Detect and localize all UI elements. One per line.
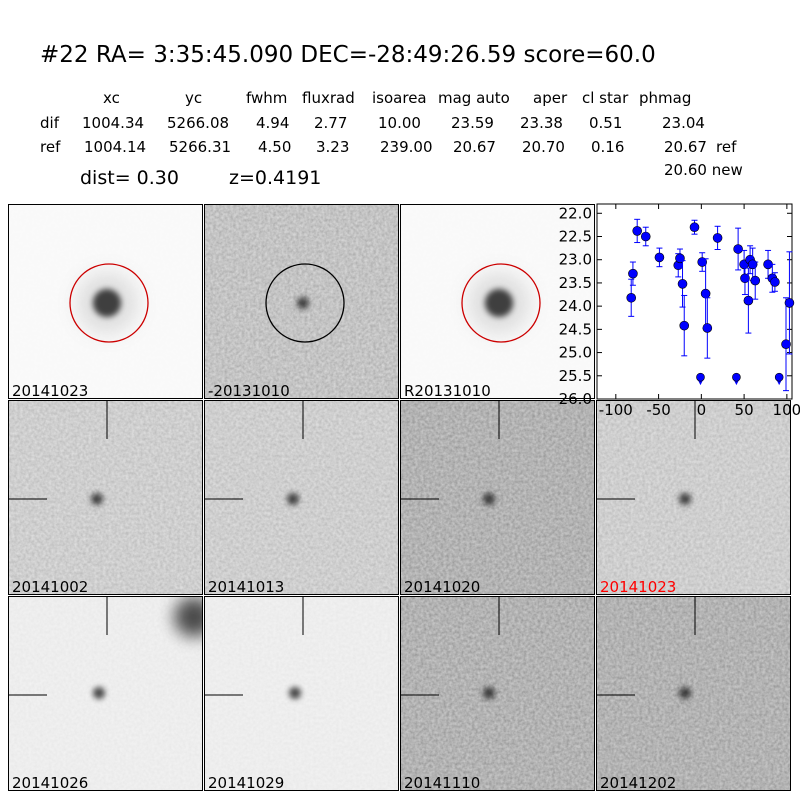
redshift-value: z=0.4191	[229, 167, 322, 189]
column-header: xc	[103, 89, 120, 107]
x-tick-label: -100	[599, 401, 633, 419]
stamp-date-label: 20141026	[12, 774, 89, 791]
y-tick-label: 25.5	[559, 367, 592, 385]
table-cell: 5266.31	[169, 138, 232, 156]
stamp-date-label: 20141020	[404, 578, 481, 595]
data-point	[628, 261, 638, 286]
y-tick-label: 23.0	[559, 251, 592, 269]
stamp-20141023[interactable]: 20141023	[596, 400, 791, 595]
column-header: fwhm	[246, 89, 288, 107]
aperture-circle	[461, 263, 541, 343]
light-curve-svg: 22.0 22.5 23.0 23.5 24.0 24.5 25.0 25.5 26.0 -100…	[559, 203, 800, 419]
y-tick-label: 26.0	[559, 390, 592, 408]
data-point	[702, 297, 713, 359]
y-tick-label: 22.5	[559, 228, 592, 246]
stamp-20141013[interactable]: 20141013	[204, 400, 399, 595]
table-cell: 4.94	[256, 114, 290, 132]
stamp-date-label: 20141013	[208, 578, 285, 595]
new-mag: 20.60 new	[664, 161, 743, 179]
stamp-20141110[interactable]: 20141110	[400, 596, 595, 791]
table-cell: 0.16	[591, 138, 625, 156]
upper-limit-marker	[774, 372, 784, 386]
stamp-R20131010[interactable]: R20131010	[400, 204, 595, 399]
column-header: yc	[185, 89, 203, 107]
table-cell: 20.70	[522, 138, 565, 156]
upper-limit-marker	[732, 372, 741, 386]
stamp-date-label: -20131010	[208, 382, 290, 399]
stamp-date-label: 20141110	[404, 774, 481, 791]
y-tick-label: 23.5	[559, 274, 592, 292]
data-point	[677, 260, 688, 308]
data-point	[632, 218, 642, 244]
table-cell: 23.59	[451, 114, 494, 132]
row-label: dif	[40, 114, 59, 132]
data-point	[689, 219, 700, 235]
column-header: fluxrad	[302, 89, 355, 107]
data-point	[750, 261, 761, 300]
data-point	[697, 252, 707, 272]
y-tick-label: 22.0	[559, 204, 592, 222]
data-point	[679, 294, 690, 357]
data-point	[740, 261, 750, 296]
stamp--20131010[interactable]: -20131010	[204, 204, 399, 399]
data-point	[784, 251, 795, 355]
page-title: #22 RA= 3:35:45.090 DEC=-28:49:26.59 sco…	[40, 42, 656, 68]
table-cell: 20.67	[453, 138, 496, 156]
table-cell: 20.67	[664, 138, 707, 156]
data-point	[626, 278, 637, 317]
table-cell: 23.04	[662, 114, 705, 132]
stamp-date-label: R20131010	[404, 382, 491, 399]
stamp-date-label: 20141202	[600, 774, 677, 791]
table-cell: 239.00	[380, 138, 433, 156]
table-cell: 1004.14	[84, 138, 147, 156]
stamp-date-label: 20141029	[208, 774, 285, 791]
table-cell: 2.77	[314, 114, 348, 132]
table-cell: 3.23	[316, 138, 350, 156]
stamp-date-label: 20141002	[12, 578, 89, 595]
y-tick-label: 25.0	[559, 344, 592, 362]
y-tick-label: 24.0	[559, 297, 592, 315]
data-point	[743, 267, 754, 334]
data-point	[733, 227, 743, 271]
column-header: phmag	[639, 89, 692, 107]
aperture-circle	[69, 263, 149, 343]
column-header: mag auto	[438, 89, 510, 107]
table-cell: 0.51	[589, 114, 623, 132]
data-point	[770, 272, 780, 292]
dist-value: dist= 0.30	[80, 167, 179, 189]
stamp-20141202[interactable]: 20141202	[596, 596, 791, 791]
data-point	[640, 226, 651, 247]
y-tick-label: 24.5	[559, 320, 592, 338]
table-cell: 4.50	[258, 138, 292, 156]
light-curve-plot: 22.0 22.5 23.0 23.5 24.0 24.5 25.0 25.5 26.0 -100…	[559, 203, 800, 419]
x-tick-label: 0	[697, 401, 707, 419]
x-tick-label: -50	[646, 401, 671, 419]
column-header: aper	[533, 89, 568, 107]
column-header: isoarea	[372, 89, 427, 107]
stamp-20141023[interactable]: 20141023	[8, 204, 203, 399]
stamp-20141020[interactable]: 20141020	[400, 400, 595, 595]
stamp-date-label: 20141023	[600, 578, 677, 595]
stamp-20141029[interactable]: 20141029	[204, 596, 399, 791]
table-cell: 1004.34	[82, 114, 145, 132]
table-cell: 5266.08	[167, 114, 230, 132]
table-cell: 10.00	[378, 114, 421, 132]
data-point	[781, 297, 791, 392]
row-label: ref	[40, 138, 61, 156]
data-point	[654, 247, 665, 268]
x-tick-label: 50	[735, 401, 754, 419]
x-tick-label: 100	[773, 401, 800, 419]
upper-limit-marker	[696, 372, 705, 386]
table-cell: 23.38	[520, 114, 563, 132]
data-point	[712, 225, 723, 250]
stamp-date-label: 20141023	[12, 382, 89, 399]
column-header: cl star	[582, 89, 629, 107]
ref-suffix: ref	[716, 138, 737, 156]
stamp-20141002[interactable]: 20141002	[8, 400, 203, 595]
aperture-circle	[265, 263, 345, 343]
stamp-20141026[interactable]: 20141026	[8, 596, 203, 791]
